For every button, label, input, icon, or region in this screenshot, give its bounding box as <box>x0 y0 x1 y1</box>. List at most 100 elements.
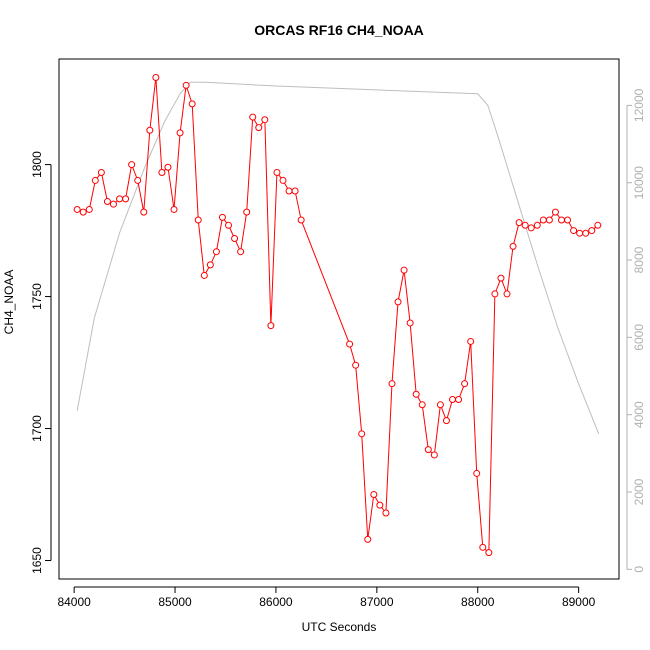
series-primary-segment <box>278 174 282 179</box>
data-point <box>406 319 414 327</box>
series-primary-segment <box>361 436 369 537</box>
series-primary-segment <box>198 222 205 273</box>
data-point <box>285 187 293 195</box>
series-primary-segment <box>367 497 374 537</box>
data-point <box>91 176 99 184</box>
series-primary-segment <box>403 273 411 321</box>
series-primary-segment <box>96 174 100 179</box>
x-tick-label: 88000 <box>461 595 495 609</box>
data-point <box>473 469 481 477</box>
y-tick-label: 1650 <box>30 547 44 574</box>
data-point <box>551 208 559 216</box>
x-tick-label: 86000 <box>259 595 293 609</box>
series-primary-segment <box>301 222 349 342</box>
series-primary-segment <box>568 222 573 229</box>
data-point <box>545 216 553 224</box>
series-primary-segment <box>186 88 192 102</box>
data-point <box>231 234 239 242</box>
data-point <box>79 208 87 216</box>
series-primary-segment <box>501 280 507 292</box>
data-point <box>509 242 517 250</box>
data-point <box>539 216 547 224</box>
data-point <box>225 221 233 229</box>
data-point <box>582 229 590 237</box>
data-point <box>436 401 444 409</box>
data-point <box>418 401 426 409</box>
series-primary-segment <box>381 507 385 511</box>
series-primary-segment <box>506 249 514 292</box>
data-point <box>485 549 493 557</box>
series-primary-segment <box>260 121 264 126</box>
data-point <box>261 116 269 124</box>
series-primary-segment <box>211 254 216 263</box>
y2-tick-label: 12000 <box>632 88 646 122</box>
y2-tick-label: 0 <box>632 566 646 573</box>
data-point <box>182 81 190 89</box>
series-primary-segment <box>137 183 144 210</box>
data-point <box>109 200 117 208</box>
plot-layer: 84000 85000 86000 87000 88000 89000 1650 1700 17… <box>30 58 646 609</box>
series-primary-segment <box>205 267 210 274</box>
series-primary-segment <box>409 325 417 392</box>
y2-tick-label: 8000 <box>632 246 646 273</box>
series-primary-segment <box>246 120 254 210</box>
data-point <box>570 227 578 235</box>
series-primary-segment <box>495 280 501 292</box>
data-point <box>461 380 469 388</box>
data-point <box>588 227 596 235</box>
data-point <box>122 195 130 203</box>
data-point <box>503 290 511 298</box>
series-primary-segment <box>270 175 278 323</box>
data-point <box>376 501 384 509</box>
y2-tick-label: 4000 <box>632 401 646 428</box>
series-primary-segment <box>556 214 561 218</box>
series-primary-segment <box>550 214 555 218</box>
data-point <box>515 219 523 227</box>
series-primary-segment <box>434 407 441 453</box>
series-primary-segment <box>459 386 465 397</box>
y-tick-label: 1750 <box>30 283 44 310</box>
data-point <box>116 195 124 203</box>
data-point <box>206 261 214 269</box>
series-secondary-line <box>76 81 600 435</box>
data-point <box>346 340 354 348</box>
data-point <box>358 430 366 438</box>
data-point <box>533 221 541 229</box>
data-point <box>594 221 602 229</box>
series-primary-segment <box>441 407 446 418</box>
y2-tick-label: 10000 <box>632 166 646 200</box>
data-point <box>291 187 299 195</box>
series-primary-segment <box>235 241 240 250</box>
data-point <box>394 298 402 306</box>
series-primary-segment <box>240 214 247 249</box>
data-point <box>170 205 178 213</box>
series-primary-segment <box>417 396 422 403</box>
series-primary-segment <box>513 225 519 244</box>
series-primary-segment <box>295 193 302 218</box>
data-point <box>164 163 172 171</box>
data-point <box>352 361 360 369</box>
y-axis-label: CH4_NOAA <box>2 270 16 335</box>
series-primary-segment <box>476 476 484 545</box>
series-primary-segment <box>167 170 175 207</box>
y-tick-label: 1700 <box>30 415 44 442</box>
y2-tick-label: 2000 <box>632 478 646 505</box>
data-point <box>218 213 226 221</box>
data-point <box>297 216 305 224</box>
plot-frame <box>58 58 620 580</box>
data-point <box>273 169 281 176</box>
series-primary-segment <box>284 182 288 189</box>
series-primary-segment <box>385 386 393 511</box>
series-primary-segment <box>125 167 132 197</box>
series-primary-segment <box>264 122 272 323</box>
data-point <box>527 224 535 232</box>
data-point <box>194 216 202 224</box>
data-point <box>491 290 499 298</box>
data-point <box>467 337 475 345</box>
data-point <box>455 396 463 404</box>
data-point <box>128 161 136 169</box>
series-primary-segment <box>464 344 471 381</box>
data-point <box>140 208 148 216</box>
